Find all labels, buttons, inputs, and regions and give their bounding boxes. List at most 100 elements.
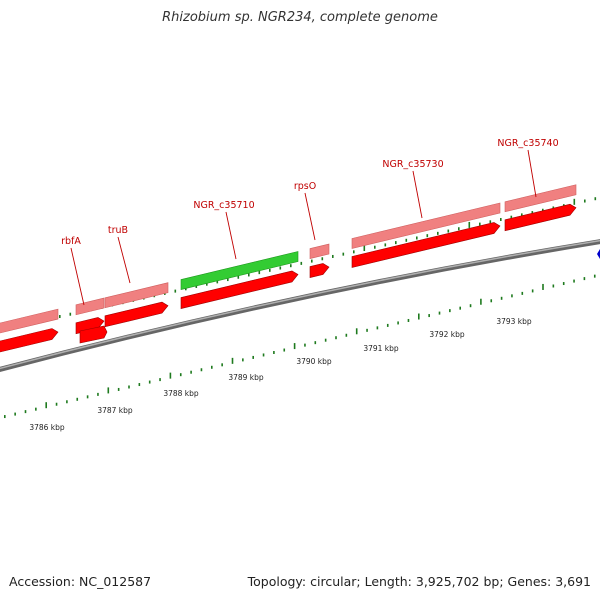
upper-tick: [353, 250, 355, 254]
gene-label: truB: [108, 225, 128, 236]
upper-tick: [342, 252, 345, 256]
lower-tick: [531, 289, 534, 293]
lower-tick: [335, 336, 337, 340]
gene-bar: [504, 184, 577, 213]
upper-tick: [300, 261, 303, 265]
cds-arrow: [309, 263, 330, 278]
upper-tick: [195, 284, 198, 288]
lower-tick: [148, 380, 151, 384]
lower-tick: [345, 333, 348, 337]
upper-tick: [437, 231, 439, 235]
upper-tick: [248, 273, 250, 277]
lower-tick: [169, 372, 172, 379]
upper-tick: [510, 215, 513, 219]
lower-tick: [86, 395, 89, 399]
callout-line: [70, 247, 85, 306]
lower-tick: [469, 304, 472, 308]
lower-tick: [418, 313, 420, 320]
upper-tick: [321, 257, 324, 261]
lower-tick: [190, 370, 192, 374]
accession-text: Accession: NC_012587: [9, 574, 152, 589]
lower-tick: [355, 328, 358, 335]
gene-bar: [351, 202, 501, 249]
lower-tick: [138, 383, 141, 387]
lower-tick: [366, 328, 368, 332]
lower-tick: [386, 323, 389, 327]
lower-tick: [252, 355, 254, 359]
lower-tick: [273, 351, 275, 355]
lower-tick: [179, 373, 182, 377]
genome-summary-text: Topology: circular; Length: 3,925,702 bp…: [247, 574, 591, 589]
gene-bar: [75, 297, 105, 316]
upper-tick: [405, 238, 408, 242]
upper-tick: [416, 236, 418, 240]
lower-tick: [428, 314, 430, 318]
lower-tick: [97, 392, 99, 396]
gene-features: [0, 184, 577, 353]
lower-tick-track: [4, 274, 596, 419]
lower-tick: [562, 282, 565, 286]
gene-callouts: rbfA truB NGR_c35710 rpsO NGR_c35730 NGR_c357…: [61, 138, 559, 306]
lower-tick: [480, 298, 482, 305]
lower-tick: [304, 343, 306, 347]
genome-backbone-highlight: [0, 239, 600, 370]
lower-tick: [211, 365, 213, 369]
kbp-label: 3791 kbp: [363, 344, 399, 353]
lower-tick: [459, 306, 461, 310]
genome-backbone: [0, 239, 600, 372]
lower-tick: [242, 358, 244, 362]
lower-tick: [231, 357, 234, 364]
gene-bar: [0, 308, 59, 334]
upper-tick: [290, 264, 292, 268]
lower-tick: [24, 410, 27, 414]
lower-tick: [542, 283, 544, 290]
kbp-label: 3787 kbp: [97, 406, 133, 415]
gene-bar: [104, 282, 169, 309]
lower-tick: [593, 274, 596, 278]
lower-tick: [314, 341, 317, 345]
upper-tick: [384, 243, 387, 247]
upper-tick: [573, 198, 576, 205]
lower-tick: [397, 321, 399, 325]
lower-tick: [117, 387, 120, 391]
lower-tick: [500, 296, 503, 300]
kbp-label: 3789 kbp: [228, 373, 264, 382]
upper-tick: [468, 221, 471, 228]
lower-tick: [262, 353, 265, 357]
lower-tick: [128, 385, 130, 389]
upper-tick: [426, 234, 429, 238]
upper-tick: [531, 211, 534, 215]
callout-line: [225, 211, 237, 260]
upper-tick: [584, 199, 586, 203]
lower-tick: [283, 348, 286, 352]
upper-tick: [279, 266, 282, 270]
lower-tick: [293, 343, 296, 350]
upper-tick: [174, 289, 177, 293]
cds-arrow: [75, 317, 105, 335]
lower-tick: [573, 279, 575, 283]
lower-tick: [449, 309, 451, 313]
kbp-label: 3788 kbp: [163, 389, 199, 398]
callout-line: [117, 236, 131, 284]
upper-tick: [237, 275, 240, 279]
kbp-label: 3792 kbp: [429, 330, 465, 339]
lower-tick: [376, 326, 379, 330]
cds-arrow: [504, 203, 577, 232]
upper-tick: [206, 282, 208, 286]
lower-tick: [583, 277, 586, 281]
callout-line: [412, 170, 423, 219]
cds-arrow: [104, 301, 169, 328]
gene-label: NGR_c35730: [382, 159, 443, 170]
lower-tick: [159, 378, 161, 382]
lower-tick: [35, 407, 37, 411]
upper-tick: [69, 312, 72, 316]
upper-tick: [521, 213, 523, 217]
upper-tick: [59, 315, 61, 319]
upper-tick: [489, 220, 492, 224]
upper-tick: [594, 197, 597, 201]
kbp-scale-labels: 3786 kbp 3787 kbp 3788 kbp 3789 kbp 3790 kbp…: [29, 317, 532, 432]
lower-tick: [511, 294, 513, 298]
lower-tick: [490, 299, 493, 303]
map-title: Rhizobium sp. NGR234, complete genome: [162, 10, 438, 25]
upper-tick: [447, 229, 450, 233]
